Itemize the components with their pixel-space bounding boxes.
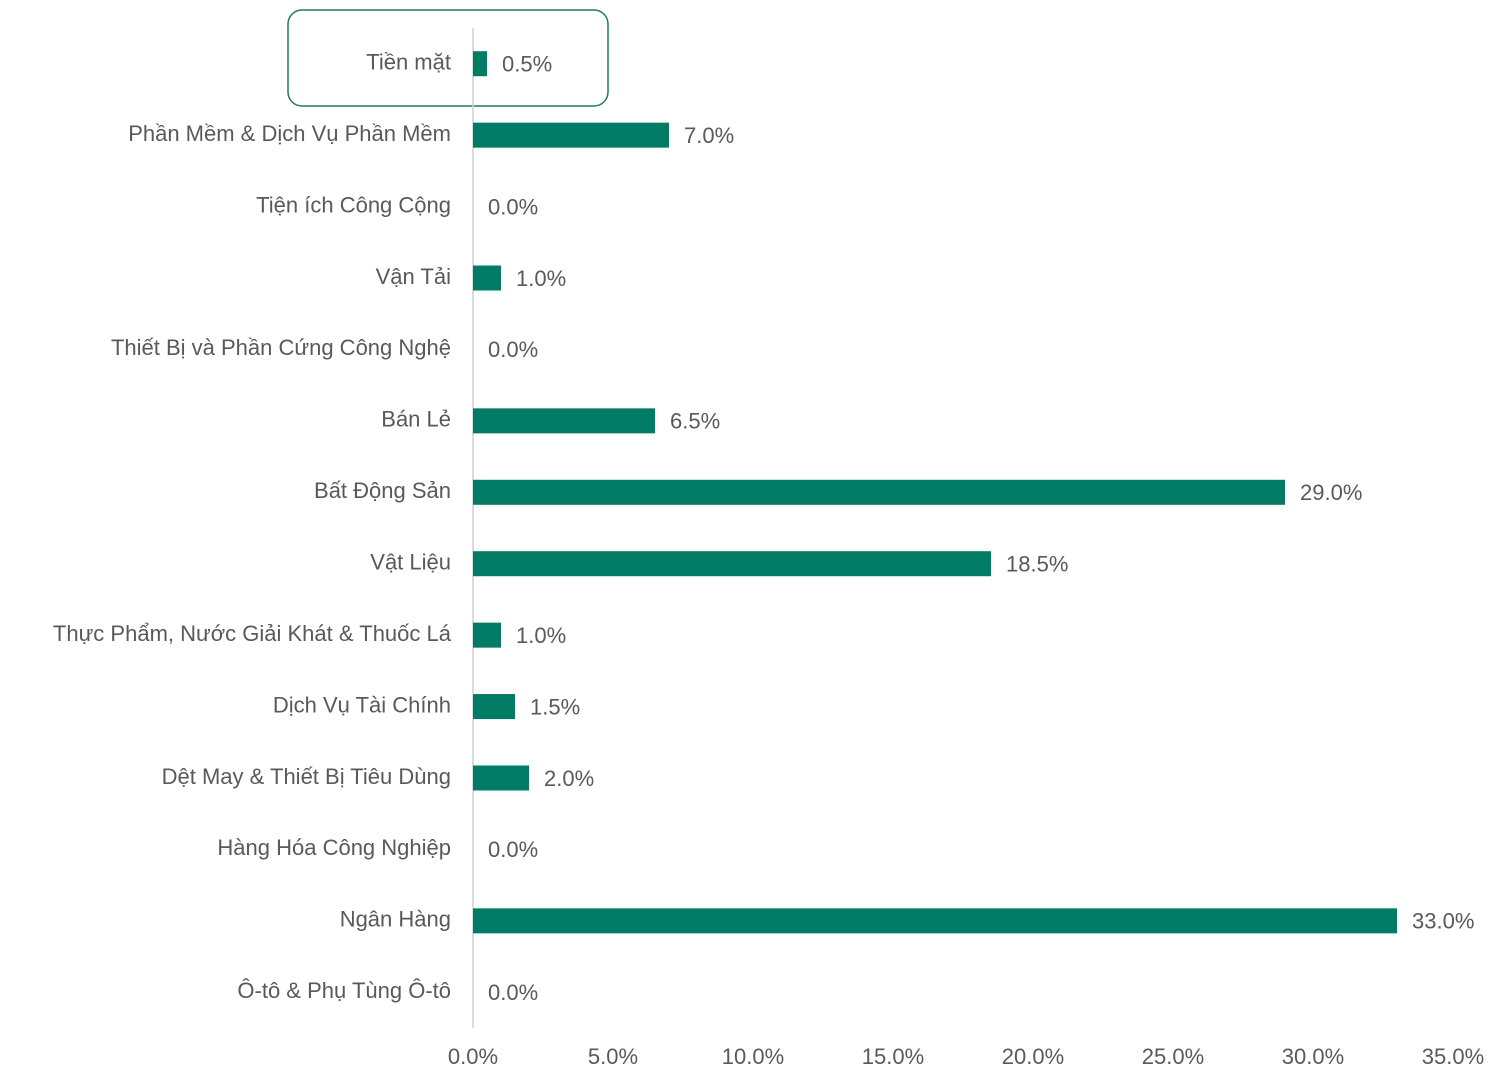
value-label: 0.0% [488,837,538,862]
value-label: 1.5% [530,694,580,719]
x-tick-label: 10.0% [722,1044,784,1069]
bar [473,622,501,648]
value-label: 1.0% [516,266,566,291]
value-label: 2.0% [544,766,594,791]
bar [473,265,501,291]
y-tick-label: Tiện ích Công Cộng [256,192,451,217]
bar [473,551,991,577]
value-label: 1.0% [516,623,566,648]
y-tick-label: Thiết Bị và Phần Cứng Công Nghệ [111,335,451,360]
highlight-box [287,9,609,107]
y-tick-label: Dịch Vụ Tài Chính [273,692,451,717]
value-label: 0.0% [488,980,538,1005]
y-tick-label: Bất Động Sản [314,478,451,503]
value-label: 7.0% [684,123,734,148]
value-label: 0.5% [502,52,552,77]
y-tick-label: Dệt May & Thiết Bị Tiêu Dùng [162,764,451,789]
x-tick-label: 20.0% [1002,1044,1064,1069]
y-tick-label: Thực Phẩm, Nước Giải Khát & Thuốc Lá [53,621,452,646]
x-tick-label: 25.0% [1142,1044,1204,1069]
x-tick-label: 0.0% [448,1044,498,1069]
value-label: 0.0% [488,337,538,362]
bar [473,408,655,434]
value-label: 33.0% [1412,909,1474,934]
bar [473,479,1285,505]
value-label: 18.5% [1006,552,1068,577]
x-tick-label: 30.0% [1282,1044,1344,1069]
value-label: 29.0% [1300,480,1362,505]
bar [473,122,669,148]
y-tick-label: Ngân Hàng [340,907,451,932]
bar [473,51,487,77]
bar [473,908,1397,934]
y-tick-label: Vật Liệu [370,550,451,575]
y-tick-label: Hàng Hóa Công Nghiệp [217,835,451,860]
value-label: 0.0% [488,194,538,219]
y-tick-label: Phần Mềm & Dịch Vụ Phần Mềm [128,121,451,146]
y-tick-label: Bán Lẻ [381,407,451,432]
y-tick-label: Vận Tải [376,264,451,289]
bar [473,694,515,720]
value-label: 6.5% [670,409,720,434]
x-tick-label: 5.0% [588,1044,638,1069]
y-tick-label: Ô-tô & Phụ Tùng Ô-tô [237,978,451,1003]
y-tick-label: Tiền mặt [366,50,451,75]
bar [473,765,529,791]
x-tick-label: 15.0% [862,1044,924,1069]
x-tick-label: 35.0% [1422,1044,1484,1069]
